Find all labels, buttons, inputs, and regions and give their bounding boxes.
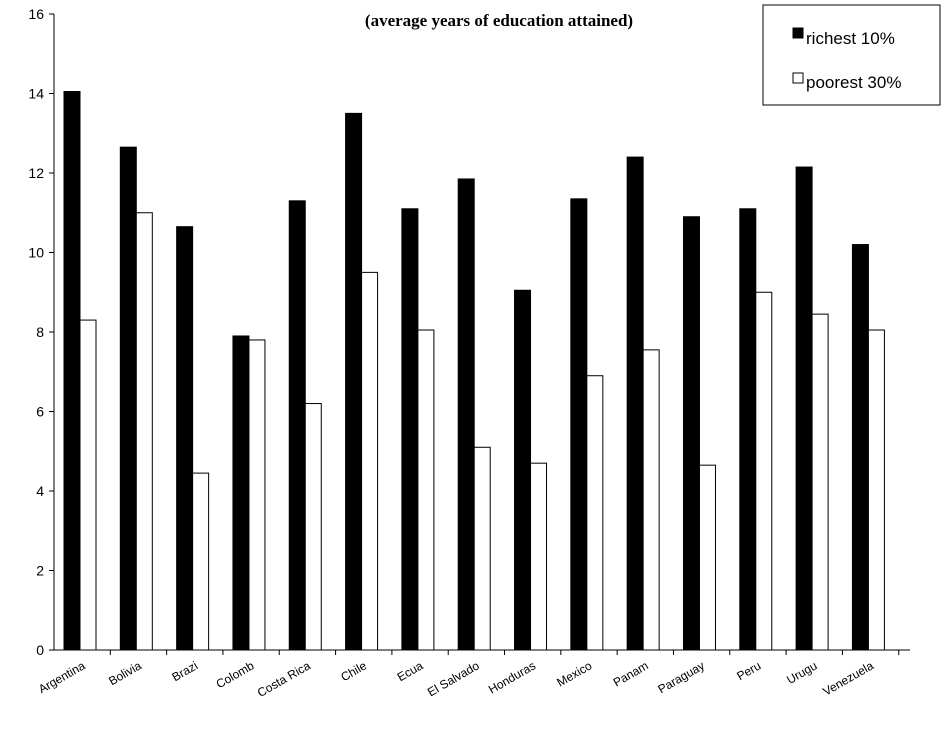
- x-category-label: Argentina: [36, 658, 88, 696]
- bar-poorest-uruguay: [811, 313, 829, 651]
- y-tick-label: 12: [28, 165, 44, 181]
- bar-richest-chile: [345, 112, 363, 651]
- legend-label-poorest: poorest 30%: [806, 73, 901, 92]
- bar-richest-el-salvador: [457, 178, 475, 651]
- y-tick-label: 6: [36, 404, 44, 420]
- bar-poorest-chile: [361, 271, 379, 651]
- bars-group: [63, 91, 885, 651]
- x-category-label: Peru: [734, 658, 763, 683]
- x-category-label: Urugu: [784, 658, 819, 686]
- x-category-label: Costa Rica: [255, 658, 313, 700]
- y-tick-label: 0: [36, 642, 44, 658]
- bar-poorest-honduras: [530, 462, 548, 651]
- x-category-label: Chile: [338, 658, 369, 684]
- bar-poorest-colombia: [248, 339, 266, 651]
- bar-poorest-venezuela: [867, 329, 885, 651]
- x-category-label: El Salvado: [425, 658, 482, 699]
- bar-poorest-costa-rica: [304, 403, 322, 651]
- x-category-label: Paraguay: [655, 658, 706, 696]
- x-category-label: Venezuela: [820, 658, 876, 698]
- x-category-label: Colomb: [214, 658, 257, 691]
- y-tick-label: 2: [36, 563, 44, 579]
- bar-richest-brazil: [176, 226, 194, 651]
- bar-poorest-bolivia: [135, 212, 153, 651]
- bar-poorest-paraguay: [698, 464, 716, 651]
- bar-richest-venezuela: [851, 244, 869, 651]
- bar-poorest-mexico: [586, 375, 604, 651]
- bar-poorest-peru: [755, 291, 773, 651]
- x-category-label: Bolivia: [106, 658, 144, 688]
- legend-swatch-richest: [792, 27, 804, 39]
- legend-swatch-poorest: [792, 72, 804, 84]
- y-tick-label: 4: [36, 483, 44, 499]
- y-tick-label: 8: [36, 324, 44, 340]
- x-category-label: Brazi: [169, 658, 200, 684]
- bar-poorest-brazil: [192, 472, 210, 651]
- y-tick-label: 10: [28, 245, 44, 261]
- bar-richest-peru: [739, 208, 757, 651]
- y-ticks-group: 0 2 4 6 8 10 12 14 16: [28, 6, 54, 658]
- bar-richest-argentina: [63, 91, 81, 651]
- y-tick-label: 14: [28, 86, 44, 102]
- bar-richest-panama: [626, 156, 644, 651]
- legend-label-richest: richest 10%: [806, 29, 895, 48]
- bar-richest-costa-rica: [288, 200, 306, 651]
- bar-poorest-ecuador: [417, 329, 435, 651]
- chart-title: (average years of education attained): [365, 11, 633, 30]
- x-category-label: Honduras: [486, 658, 538, 696]
- bar-poorest-el-salvador: [473, 446, 491, 651]
- bar-richest-paraguay: [682, 216, 700, 651]
- bar-poorest-panama: [642, 349, 660, 651]
- x-category-label: Mexico: [554, 658, 594, 689]
- bar-richest-honduras: [514, 289, 532, 651]
- y-tick-label: 16: [28, 6, 44, 22]
- bar-richest-mexico: [570, 198, 588, 651]
- bar-richest-uruguay: [795, 166, 813, 651]
- x-category-label: Panam: [611, 658, 651, 689]
- bar-poorest-argentina: [79, 319, 97, 651]
- bar-richest-ecuador: [401, 208, 419, 651]
- bar-richest-colombia: [232, 335, 250, 651]
- legend: richest 10% poorest 30%: [762, 4, 941, 106]
- x-category-label: Ecua: [395, 658, 426, 684]
- bar-richest-bolivia: [119, 146, 137, 651]
- legend-box: [762, 4, 941, 106]
